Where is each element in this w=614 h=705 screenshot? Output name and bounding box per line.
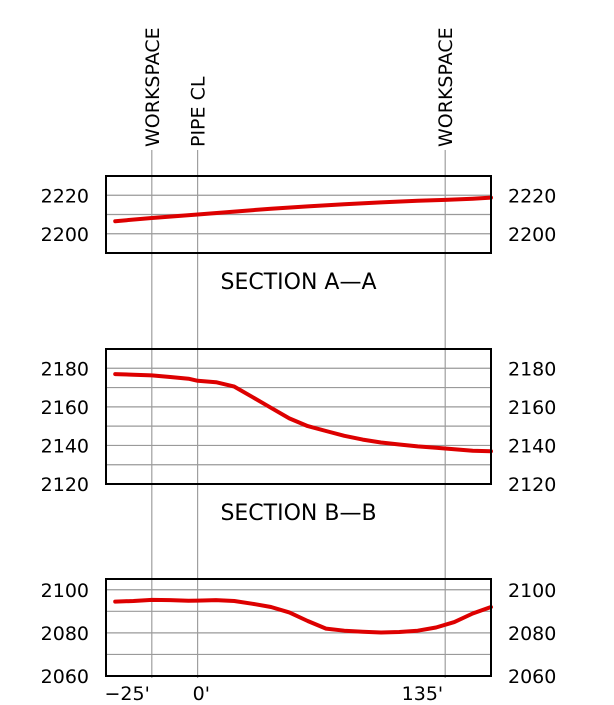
elevation-label-left: 2220 xyxy=(41,185,89,207)
section-b-b-panel: 2180 2160 2140 2120 2180 2160 2140 2120 SECTIO… xyxy=(41,348,556,526)
elevation-label-right: 2140 xyxy=(508,435,556,457)
elevation-label-left: 2120 xyxy=(41,474,89,496)
elevation-label-left: 2140 xyxy=(41,435,89,457)
elevation-label-left: 2060 xyxy=(41,666,89,688)
elevation-label-right: 2060 xyxy=(508,666,556,688)
elevation-label-right: 2160 xyxy=(508,397,556,419)
reference-line-label-1: PIPE CL xyxy=(188,76,210,147)
station-label-0: −25' xyxy=(105,683,150,705)
section-a-a-right-elevations: 2220 2200 xyxy=(508,185,556,246)
section-c-left-elevations: 2100 2080 2060 xyxy=(41,580,89,688)
section-b-b-gridlines xyxy=(106,367,491,466)
section-a-a-frame xyxy=(105,175,492,254)
section-a-a-panel: 2220 2200 2220 2200 SECTION A—A xyxy=(41,175,556,295)
elevation-label-left: 2200 xyxy=(41,224,89,246)
section-b-b-right-elevations: 2180 2160 2140 2120 xyxy=(508,358,556,496)
section-c-gridlines xyxy=(106,589,491,656)
elevation-label-right: 2120 xyxy=(508,474,556,496)
section-a-a-gridlines xyxy=(106,194,491,235)
elevation-label-right: 2100 xyxy=(508,580,556,602)
reference-lines: WORKSPACE PIPE CL WORKSPACE xyxy=(142,27,457,678)
station-label-2: 135' xyxy=(402,683,444,705)
station-axis-labels: −25' 0' 135' xyxy=(105,683,444,705)
station-label-1: 0' xyxy=(193,683,210,705)
elevation-label-right: 2180 xyxy=(508,358,556,380)
elevation-label-left: 2160 xyxy=(41,397,89,419)
section-a-a-title: SECTION A—A xyxy=(220,270,376,295)
section-c-panel: 2100 2080 2060 2100 2080 2060 xyxy=(41,578,556,688)
section-a-a-left-elevations: 2220 2200 xyxy=(41,185,89,246)
section-b-b-ground-profile xyxy=(113,372,493,454)
elevation-label-left: 2080 xyxy=(41,623,89,645)
section-c-right-elevations: 2100 2080 2060 xyxy=(508,580,556,688)
section-a-a-ground-profile xyxy=(113,195,493,224)
reference-line-label-0: WORKSPACE xyxy=(142,27,164,147)
elevation-label-left: 2100 xyxy=(41,580,89,602)
elevation-label-left: 2180 xyxy=(41,358,89,380)
reference-line-label-2: WORKSPACE xyxy=(435,27,457,147)
section-c-ground-profile xyxy=(113,597,493,635)
elevation-label-right: 2200 xyxy=(508,224,556,246)
section-b-b-title: SECTION B—B xyxy=(220,501,376,526)
section-b-b-left-elevations: 2180 2160 2140 2120 xyxy=(41,358,89,496)
elevation-label-right: 2080 xyxy=(508,623,556,645)
elevation-label-right: 2220 xyxy=(508,185,556,207)
section-b-b-frame xyxy=(105,348,492,485)
section-c-frame xyxy=(105,578,492,677)
